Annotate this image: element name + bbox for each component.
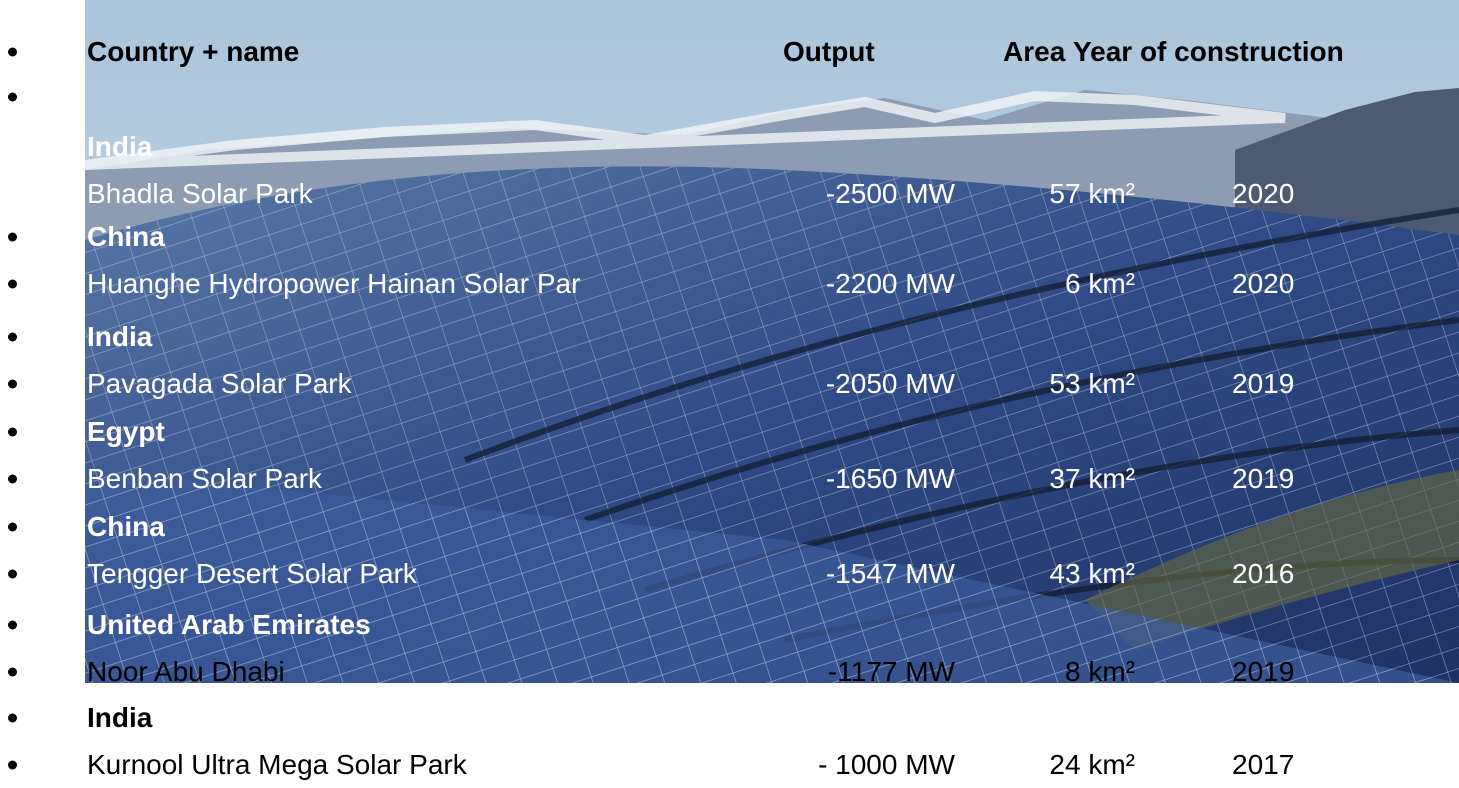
year: 2019 [1232,368,1295,399]
bullet [8,47,17,57]
country: China [87,221,165,252]
area: 43 km² [1049,558,1135,589]
bullet [8,569,17,579]
header-area: Area [1003,36,1066,67]
year: 2020 [1232,268,1295,299]
header-output: Output [783,36,875,67]
country: Egypt [87,416,165,447]
park-name: Huanghe Hydropower Hainan Solar Par [87,268,581,299]
output: - 1000 MW [818,749,955,780]
header-country: Country + name [87,36,300,67]
area: 6 km² [1065,268,1135,299]
park-name: Noor Abu Dhabi [87,656,285,687]
country: India [87,702,153,733]
park-name: Bhadla Solar Park [87,178,313,209]
bullet [8,379,17,389]
bullet [8,667,17,677]
bullet [8,279,17,289]
park-name: Tengger Desert Solar Park [87,558,417,589]
bullet [8,92,17,102]
output: -2050 MW [825,368,955,399]
header-year: Year of construction [1073,36,1344,67]
country: China [87,511,165,542]
area: 37 km² [1049,463,1135,494]
bullet [8,620,17,630]
output: -2200 MW [825,268,955,299]
bullet [8,522,17,532]
park-name: Pavagada Solar Park [87,368,352,399]
bullet [8,474,17,484]
output: -1547 MW [825,558,955,589]
output: -1177 MW [827,656,955,687]
year: 2016 [1232,558,1295,589]
year: 2017 [1232,749,1295,780]
area: 24 km² [1049,749,1135,780]
area: 8 km² [1065,656,1135,687]
bullet [8,760,17,770]
bullet [8,427,17,437]
year: 2019 [1232,463,1295,494]
bullet [8,232,17,242]
bullet [8,713,17,723]
output: -2500 MW [825,178,955,209]
background-photo [85,0,1459,683]
area: 57 km² [1049,178,1135,209]
bullet [8,332,17,342]
country: United Arab Emirates [87,609,371,640]
output: -1650 MW [825,463,955,494]
country: India [87,131,153,162]
year: 2019 [1232,656,1295,687]
park-name: Benban Solar Park [87,463,323,494]
country: India [87,321,153,352]
park-name: Kurnool Ultra Mega Solar Park [87,749,467,780]
area: 53 km² [1049,368,1135,399]
year: 2020 [1232,178,1295,209]
